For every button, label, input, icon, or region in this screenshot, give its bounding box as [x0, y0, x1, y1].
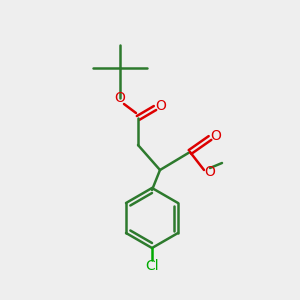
- Text: O: O: [205, 165, 215, 179]
- Text: O: O: [211, 129, 221, 143]
- Text: O: O: [115, 91, 125, 105]
- Text: O: O: [156, 99, 167, 113]
- Text: Cl: Cl: [145, 259, 159, 273]
